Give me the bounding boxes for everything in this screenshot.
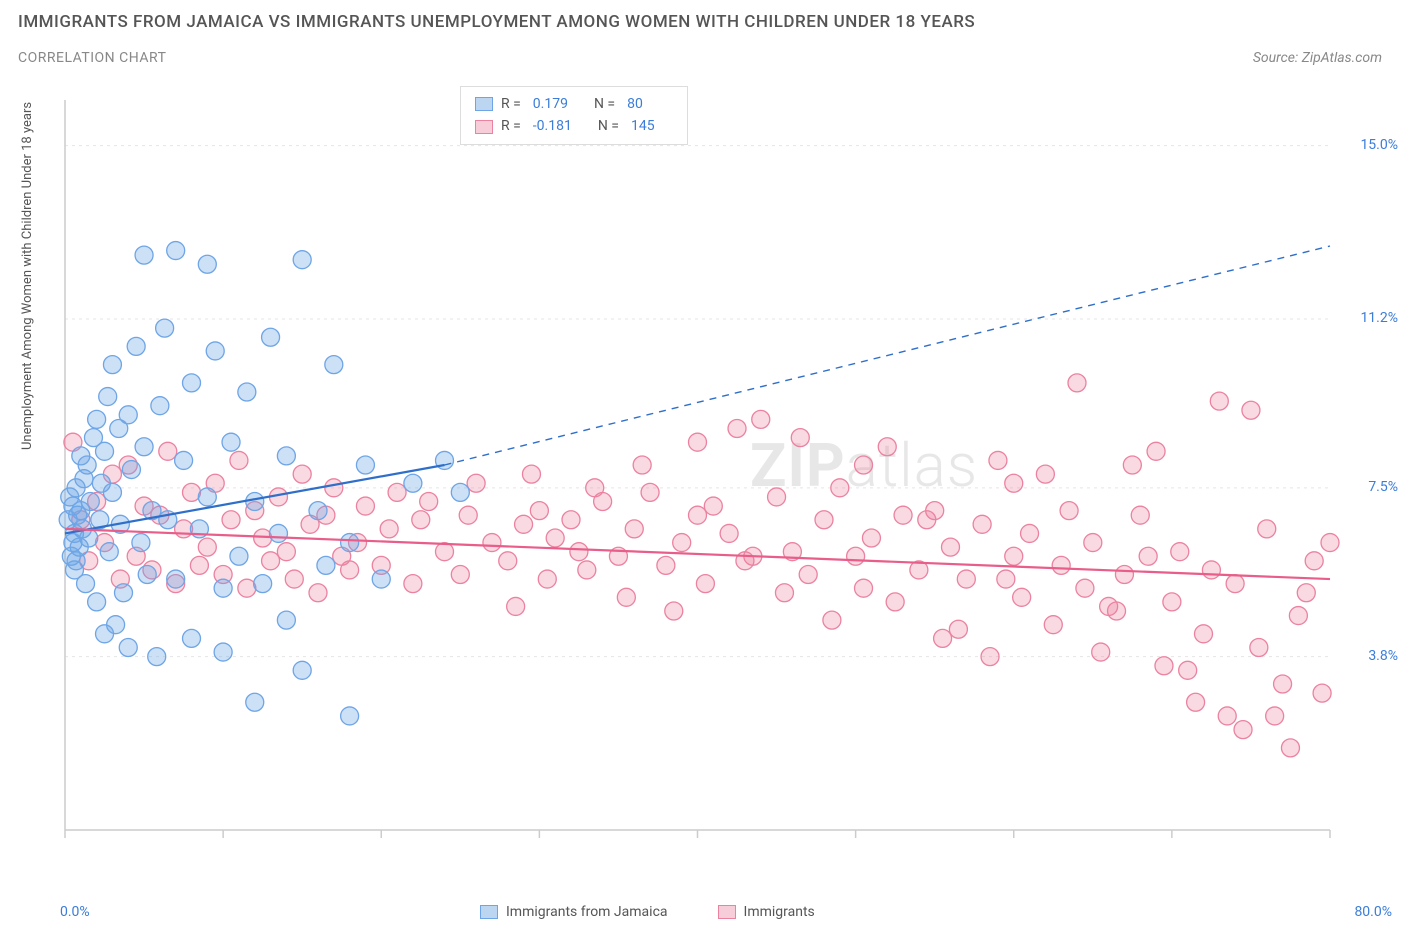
- stats-row-immigrants: R = -0.181 N = 145: [475, 115, 673, 137]
- r-label: R =: [501, 93, 521, 115]
- bottom-legend: Immigrants from Jamaica Immigrants: [480, 904, 815, 920]
- swatch-immigrants-bottom: [718, 905, 736, 919]
- r-label: R =: [501, 115, 521, 137]
- bottom-legend-jamaica: Immigrants from Jamaica: [480, 904, 668, 920]
- y-axis-label: Unemployment Among Women with Children U…: [20, 102, 35, 450]
- x-min-label: 0.0%: [60, 904, 90, 920]
- swatch-immigrants: [475, 120, 493, 134]
- chart-subtitle: CORRELATION CHART: [18, 50, 166, 66]
- stats-legend: R = 0.179 N = 80 R = -0.181 N = 145: [460, 86, 688, 145]
- y-tick-label: 7.5%: [1368, 479, 1398, 495]
- scatter-chart: [55, 80, 1390, 860]
- chart-container: [55, 80, 1390, 860]
- r-value-immigrants: -0.181: [533, 115, 572, 137]
- bottom-legend-label-jamaica: Immigrants from Jamaica: [506, 904, 668, 920]
- n-value-immigrants: 145: [631, 115, 655, 137]
- y-tick-label: 15.0%: [1360, 137, 1398, 153]
- r-value-jamaica: 0.179: [533, 93, 568, 115]
- bottom-legend-immigrants: Immigrants: [718, 904, 815, 920]
- stats-row-jamaica: R = 0.179 N = 80: [475, 93, 673, 115]
- y-tick-label: 3.8%: [1368, 648, 1398, 664]
- source-attribution: Source: ZipAtlas.com: [1253, 50, 1382, 66]
- n-value-jamaica: 80: [627, 93, 643, 115]
- swatch-jamaica-bottom: [480, 905, 498, 919]
- x-max-label: 80.0%: [1354, 904, 1392, 920]
- swatch-jamaica: [475, 97, 493, 111]
- y-tick-label: 11.2%: [1360, 310, 1398, 326]
- n-label: N =: [598, 115, 619, 137]
- chart-title: IMMIGRANTS FROM JAMAICA VS IMMIGRANTS UN…: [18, 12, 975, 32]
- n-label: N =: [594, 93, 615, 115]
- bottom-legend-label-immigrants: Immigrants: [744, 904, 815, 920]
